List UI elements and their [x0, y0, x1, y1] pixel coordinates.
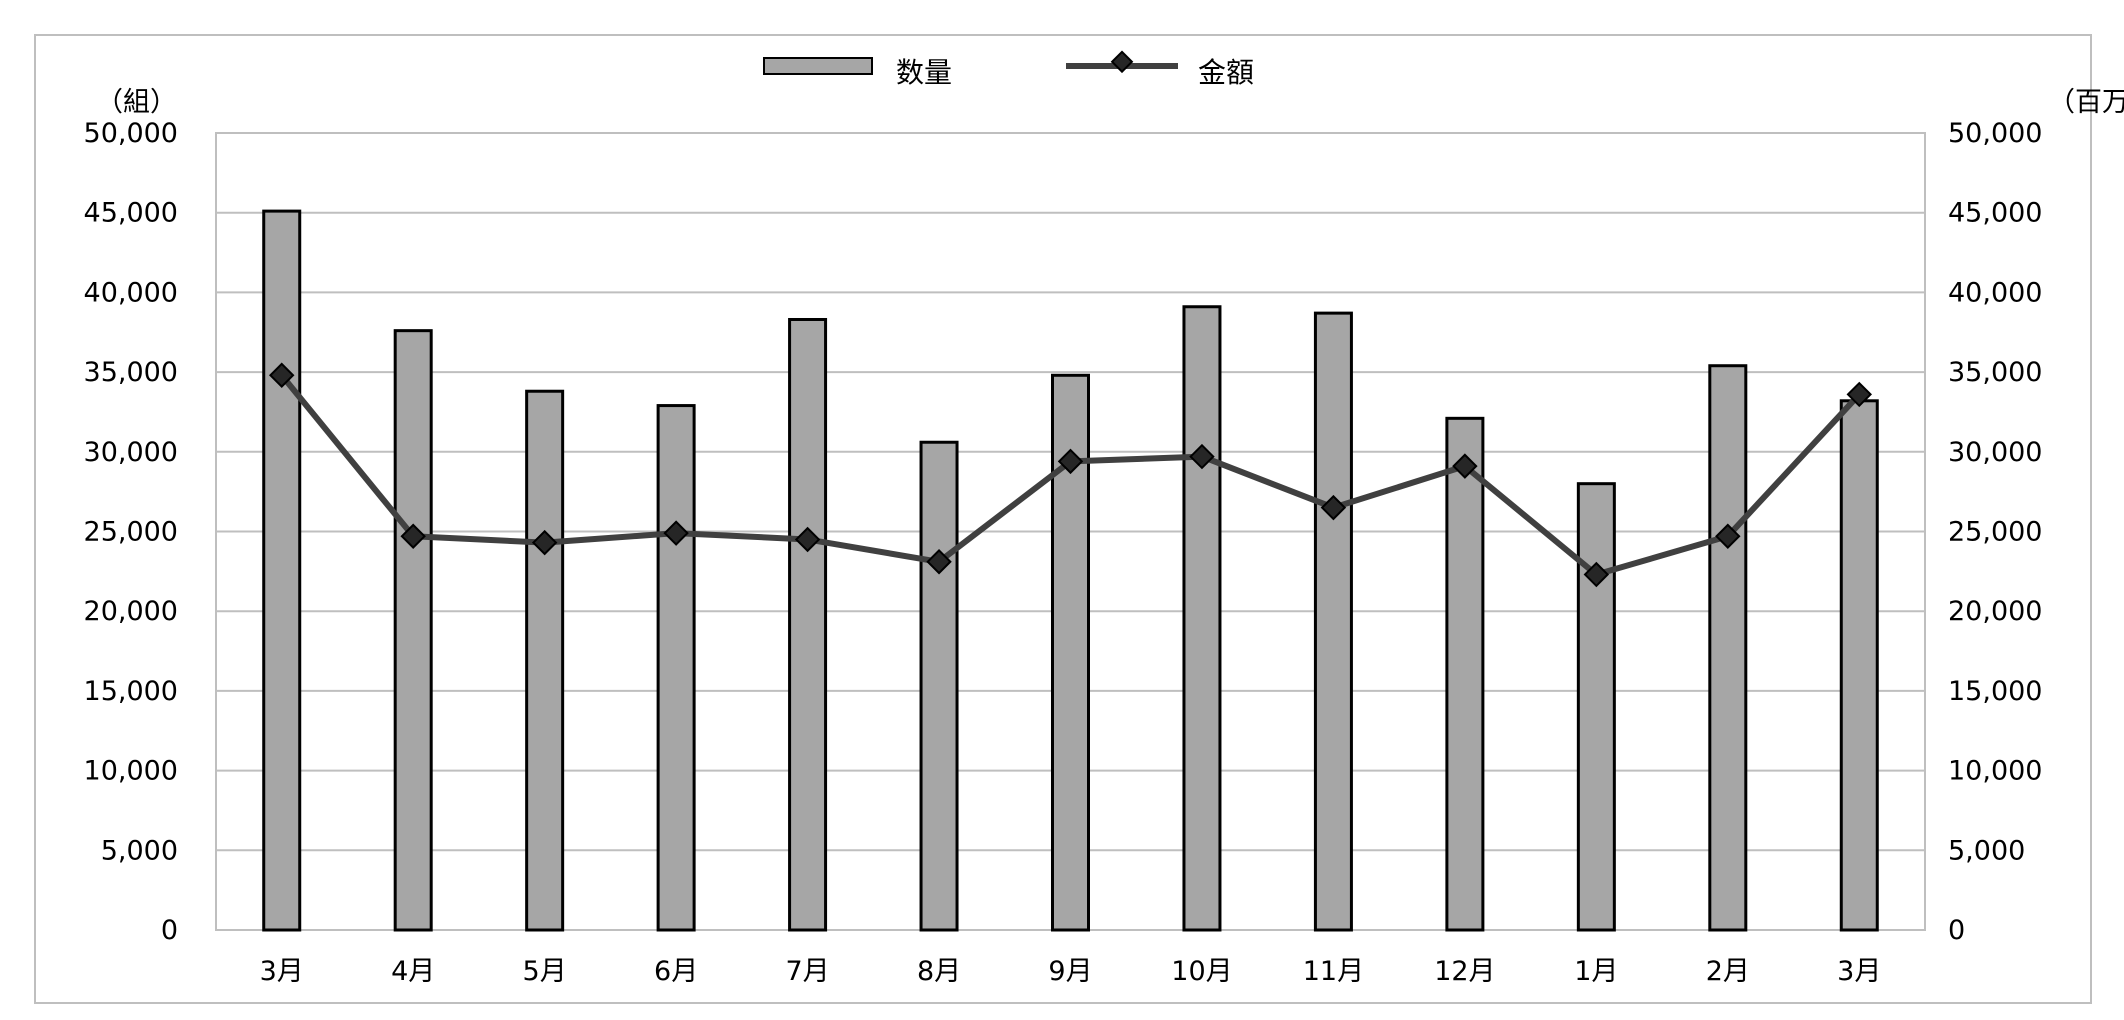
line-marker — [1452, 453, 1478, 479]
left-tick-label: 40,000 — [84, 277, 178, 308]
bar — [1445, 416, 1485, 932]
bar — [1839, 399, 1879, 932]
bar-series — [262, 209, 1879, 932]
bar — [1313, 311, 1353, 932]
line-marker — [1715, 523, 1741, 550]
legend-label-amount: 金額 — [1198, 56, 1254, 89]
x-tick-label: 2月 — [1706, 956, 1750, 987]
x-tick-label: 4月 — [391, 956, 435, 987]
x-tick-label: 3月 — [1837, 956, 1881, 987]
left-tick-label: 25,000 — [84, 517, 178, 548]
right-axis-unit: （百万円） — [2048, 87, 2124, 118]
x-tick-label: 9月 — [1048, 956, 1092, 987]
right-tick-label: 5,000 — [1948, 835, 2025, 866]
line-marker — [269, 362, 295, 389]
x-axis-ticks: 3月 4月 5月 6月 7月 8月 9月 10月 11月 12月 1月 2月 3月 — [260, 956, 1882, 987]
line-marker — [1320, 494, 1347, 521]
bar — [656, 404, 696, 932]
bar — [1708, 364, 1748, 932]
line-marker — [1057, 448, 1084, 475]
right-tick-label: 20,000 — [1948, 596, 2042, 627]
x-tick-label: 6月 — [654, 956, 698, 987]
line-marker — [663, 520, 689, 546]
right-tick-label: 0 — [1948, 915, 1965, 946]
legend: 数量 金額 — [763, 50, 1254, 89]
bar — [919, 440, 959, 932]
x-tick-label: 3月 — [260, 956, 304, 987]
bar — [1576, 482, 1616, 932]
x-tick-label: 8月 — [917, 956, 961, 987]
right-tick-label: 10,000 — [1948, 756, 2042, 787]
right-tick-label: 35,000 — [1948, 357, 2042, 388]
left-tick-label: 20,000 — [84, 596, 178, 627]
line-marker — [1846, 381, 1872, 408]
line-marker — [1583, 561, 1610, 588]
right-tick-label: 40,000 — [1948, 277, 2042, 308]
right-tick-label: 50,000 — [1948, 118, 2042, 149]
x-tick-label: 12月 — [1434, 956, 1495, 987]
right-tick-label: 45,000 — [1948, 198, 2042, 229]
x-tick-label: 5月 — [523, 956, 567, 987]
left-axis-unit: （組） — [96, 87, 177, 118]
legend-bar-swatch — [763, 57, 873, 75]
line-marker — [531, 529, 558, 556]
left-tick-label: 0 — [161, 915, 178, 946]
x-tick-label: 11月 — [1303, 956, 1364, 987]
left-tick-label: 10,000 — [84, 756, 178, 787]
left-tick-label: 5,000 — [101, 835, 178, 866]
bar — [262, 209, 302, 932]
x-tick-label: 1月 — [1574, 956, 1618, 987]
x-tick-label: 10月 — [1171, 956, 1232, 987]
legend-marker-swatch — [1110, 50, 1134, 74]
right-axis-ticks: 0 5,000 10,000 15,000 20,000 25,000 30,000 35,0… — [1948, 118, 2042, 946]
bar — [1182, 305, 1222, 932]
legend-label-quantity: 数量 — [896, 56, 952, 89]
left-tick-label: 15,000 — [84, 676, 178, 707]
line-marker — [926, 549, 952, 575]
left-axis-ticks: 0 5,000 10,000 15,000 20,000 25,000 30,000 35,0… — [84, 118, 178, 946]
right-tick-label: 30,000 — [1948, 437, 2042, 468]
x-tick-label: 7月 — [785, 956, 829, 987]
line-marker — [1189, 443, 1215, 470]
bar — [788, 317, 828, 932]
bar — [393, 329, 433, 932]
line-marker — [794, 526, 821, 553]
bar — [525, 389, 565, 932]
left-tick-label: 45,000 — [84, 198, 178, 229]
left-tick-label: 35,000 — [84, 357, 178, 388]
left-tick-label: 30,000 — [84, 437, 178, 468]
left-tick-label: 50,000 — [84, 118, 178, 149]
line-markers — [269, 362, 1872, 588]
line-marker — [400, 523, 426, 550]
right-tick-label: 15,000 — [1948, 676, 2042, 707]
right-tick-label: 25,000 — [1948, 517, 2042, 548]
